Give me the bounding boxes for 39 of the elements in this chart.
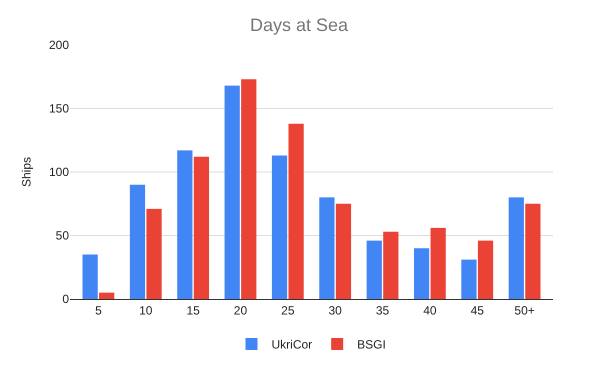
x-tick-label: 25 [281,303,295,318]
y-tick-label: 150 [48,102,70,116]
bar [224,86,240,299]
x-tick-label: 10 [139,303,153,318]
x-tick-label: 45 [470,303,484,318]
y-tick-label: 200 [48,38,70,52]
bar [146,208,162,299]
x-tick-label: 40 [423,303,437,318]
bar [414,248,430,299]
y-axis-title: Ships [19,156,34,188]
y-tick-label: 50 [56,228,70,243]
bar [194,156,210,299]
bar [177,150,192,299]
x-tick-label: 50+ [514,303,535,318]
bar [430,228,446,299]
bar [525,204,540,299]
bar [366,240,382,299]
bar [319,197,335,299]
bar [241,79,256,299]
y-tick-label: 100 [48,165,70,180]
bar [478,240,494,299]
bar [336,204,352,299]
bar [82,254,98,299]
y-tick-label: 0 [62,292,70,306]
bar [99,292,114,299]
bar [383,232,398,299]
bar [508,197,524,299]
bar [461,260,477,299]
x-tick-label: 15 [186,303,200,318]
x-tick-label: 35 [376,303,390,318]
bar [130,184,146,299]
x-tick-label: 20 [234,303,248,318]
x-tick-label: 30 [328,303,342,318]
x-tick-label: 5 [95,303,102,318]
chart-title: Days at Sea [250,15,350,36]
bar [288,124,304,299]
legend-label: UkriCor [272,338,312,352]
legend-label: BSGI [357,338,386,352]
bar [272,155,288,299]
